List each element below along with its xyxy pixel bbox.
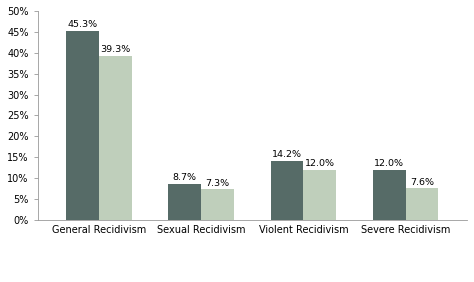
- Text: 12.0%: 12.0%: [374, 159, 404, 168]
- Bar: [201, 190, 234, 220]
- Bar: [373, 170, 406, 220]
- Bar: [303, 170, 336, 220]
- Text: 7.6%: 7.6%: [410, 177, 434, 186]
- Bar: [66, 30, 99, 220]
- Text: 12.0%: 12.0%: [305, 159, 335, 168]
- Bar: [271, 161, 303, 220]
- Text: 45.3%: 45.3%: [67, 20, 98, 29]
- Bar: [99, 56, 132, 220]
- Text: 8.7%: 8.7%: [173, 173, 197, 182]
- Text: 7.3%: 7.3%: [206, 179, 229, 188]
- Bar: [168, 184, 201, 220]
- Text: 39.3%: 39.3%: [100, 45, 130, 54]
- Text: 14.2%: 14.2%: [272, 150, 302, 159]
- Bar: [406, 188, 438, 220]
